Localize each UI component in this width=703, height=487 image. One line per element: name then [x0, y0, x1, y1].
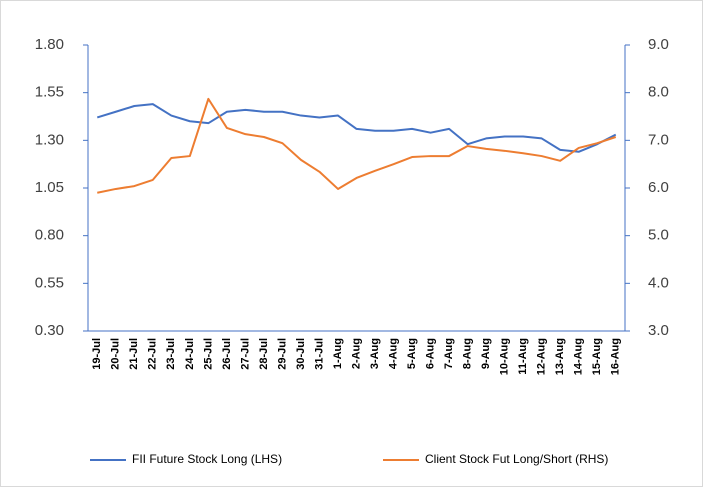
y-tick-label: 1.30 — [35, 131, 64, 148]
y2-tick-label: 7.0 — [648, 131, 669, 148]
x-tick-label: 24-Jul — [184, 338, 196, 370]
x-tick-label: 25-Jul — [202, 338, 214, 370]
x-tick-label: 31-Jul — [313, 338, 325, 370]
y-tick-label: 1.55 — [35, 84, 64, 101]
x-tick-label: 28-Jul — [258, 338, 270, 370]
x-tick-label: 11-Aug — [517, 338, 529, 375]
x-tick-label: 5-Aug — [406, 338, 418, 369]
x-tick-label: 12-Aug — [536, 338, 548, 375]
legend-label: Client Stock Fut Long/Short (RHS) — [425, 452, 608, 466]
y2-tick-label: 4.0 — [648, 274, 669, 291]
x-tick-label: 1-Aug — [332, 338, 344, 369]
x-tick-label: 20-Jul — [110, 338, 122, 370]
x-tick-label: 22-Jul — [147, 338, 159, 370]
x-tick-label: 9-Aug — [480, 338, 492, 369]
x-tick-label: 14-Aug — [573, 338, 585, 375]
x-tick-label: 3-Aug — [369, 338, 381, 369]
y2-tick-label: 8.0 — [648, 84, 669, 101]
x-tick-label: 6-Aug — [424, 338, 436, 369]
x-tick-label: 27-Jul — [239, 338, 251, 370]
x-tick-label: 23-Jul — [165, 338, 177, 370]
x-tick-label: 15-Aug — [591, 338, 603, 375]
y2-tick-label: 3.0 — [648, 322, 669, 339]
x-tick-label: 29-Jul — [276, 338, 288, 370]
y-tick-label: 1.80 — [35, 36, 64, 53]
x-tick-label: 10-Aug — [499, 338, 511, 375]
series-line — [96, 103, 617, 153]
x-tick-label: 19-Jul — [91, 338, 103, 370]
legend-label: FII Future Stock Long (LHS) — [132, 452, 282, 466]
series-line — [97, 97, 617, 194]
y-tick-label: 0.30 — [35, 322, 64, 339]
x-tick-label: 30-Jul — [295, 338, 307, 370]
y2-tick-label: 9.0 — [648, 36, 669, 53]
x-tick-label: 2-Aug — [350, 338, 362, 369]
y-tick-label: 0.55 — [35, 274, 64, 291]
x-tick-label: 26-Jul — [221, 338, 233, 370]
x-tick-label: 13-Aug — [554, 338, 566, 375]
x-tick-label: 7-Aug — [443, 338, 455, 369]
x-tick-label: 8-Aug — [462, 338, 474, 369]
x-tick-label: 21-Jul — [128, 338, 140, 370]
y-tick-label: 0.80 — [35, 227, 64, 244]
y2-tick-label: 6.0 — [648, 179, 669, 196]
y2-tick-label: 5.0 — [648, 227, 669, 244]
x-tick-label: 16-Aug — [610, 338, 622, 375]
y-tick-label: 1.05 — [35, 179, 64, 196]
x-tick-label: 4-Aug — [387, 338, 399, 369]
